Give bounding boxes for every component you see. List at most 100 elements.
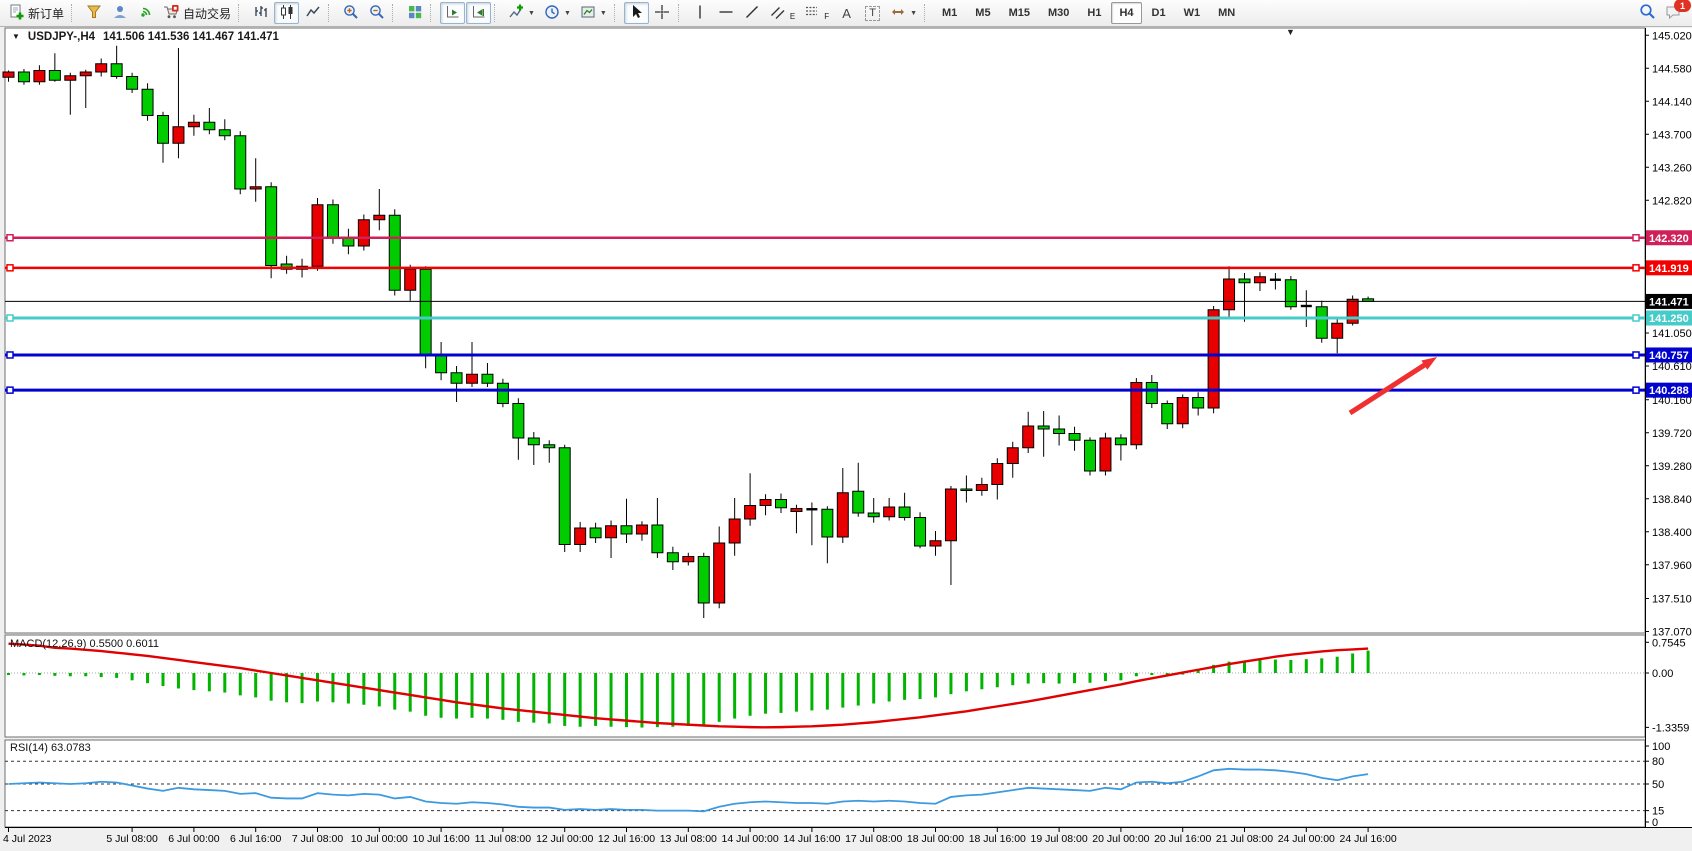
- text-label-button[interactable]: T: [860, 2, 885, 24]
- new-order-button[interactable]: 新订单: [4, 2, 68, 24]
- hline-handle[interactable]: [1632, 386, 1640, 394]
- community-button[interactable]: [107, 2, 132, 24]
- time-label: 18 Jul 00:00: [907, 833, 964, 845]
- annotation-arrow[interactable]: [1348, 360, 1430, 416]
- chart-title: ▼ USDJPY-,H4 141.506 141.536 141.467 141…: [12, 31, 279, 43]
- candle-up: [975, 484, 988, 491]
- candles-layer: [2, 45, 1375, 618]
- hline-handle[interactable]: [6, 264, 14, 272]
- templates-button[interactable]: ▼: [576, 2, 611, 24]
- line-chart-button[interactable]: [300, 2, 325, 24]
- candle-down: [1037, 425, 1050, 430]
- svg-text:15: 15: [1652, 806, 1664, 818]
- candle-down: [775, 499, 787, 509]
- candle-down: [1161, 403, 1174, 425]
- candle-up: [574, 527, 587, 545]
- main-pane: [4, 27, 1646, 634]
- svg-text:143.260: 143.260: [1652, 162, 1692, 174]
- hline-price-badge: [1646, 230, 1692, 246]
- timeframe-h1-button[interactable]: H1: [1087, 7, 1102, 19]
- svg-text:140.757: 140.757: [1649, 350, 1689, 362]
- notifications-button[interactable]: 1: [1661, 0, 1691, 24]
- time-axis[interactable]: 4 Jul 2023 5 Jul 08:00 6 Jul 00:00 6 Jul 16…: [3, 827, 1692, 845]
- svg-text:140.288: 140.288: [1649, 385, 1689, 397]
- search-button[interactable]: [1635, 2, 1660, 24]
- timeframe-mn-button[interactable]: MN: [1218, 7, 1236, 19]
- candle-up: [759, 499, 772, 506]
- dropdown-arrow-icon: ▼: [563, 9, 571, 17]
- candle-down: [481, 373, 494, 384]
- timeframe-h4-button[interactable]: H4: [1111, 2, 1142, 24]
- zoom-out-button[interactable]: [364, 2, 389, 24]
- toolbar-grip: [430, 4, 435, 22]
- trendline-button[interactable]: [740, 2, 765, 24]
- candle-up: [1006, 447, 1019, 464]
- time-label: 10 Jul 00:00: [351, 833, 408, 845]
- text-label-icon: T: [865, 5, 880, 21]
- macd-indicator-label: MACD(12,26,9) 0.5500 0.6011: [10, 638, 159, 650]
- autoscroll-button[interactable]: [440, 2, 466, 24]
- vertical-line-button[interactable]: [688, 2, 713, 24]
- horizontal-line-button[interactable]: [714, 2, 739, 24]
- text-tool-button[interactable]: A: [834, 2, 859, 24]
- hline-handle[interactable]: [6, 351, 14, 359]
- candle-down: [1315, 306, 1328, 339]
- candle-down: [496, 382, 509, 404]
- toolbar-grip: [677, 4, 683, 22]
- svg-text:141.471: 141.471: [1649, 296, 1689, 308]
- svg-text:50: 50: [1652, 779, 1664, 791]
- fibonacci-letter: F: [824, 11, 830, 21]
- hline-handle[interactable]: [1632, 314, 1640, 322]
- candle-up: [991, 463, 1004, 485]
- candle-down: [435, 355, 448, 374]
- market-button[interactable]: [81, 2, 106, 24]
- channel-button[interactable]: E: [766, 2, 799, 24]
- bar-chart-button[interactable]: [248, 2, 273, 24]
- timeframe-m5-button[interactable]: M5: [975, 7, 991, 19]
- chart-shift-marker-icon[interactable]: ▼: [1286, 27, 1295, 37]
- candle-up: [944, 488, 957, 542]
- tile-windows-button[interactable]: [402, 2, 427, 24]
- candle-down: [1284, 279, 1297, 308]
- signals-button[interactable]: [133, 2, 158, 24]
- hline-handle[interactable]: [1632, 264, 1640, 272]
- chart-shift-button[interactable]: [466, 2, 492, 24]
- candlestick-chart-button[interactable]: [274, 2, 300, 24]
- time-label: 20 Jul 16:00: [1154, 833, 1211, 845]
- periods-button[interactable]: ▼: [540, 2, 575, 24]
- candle-up: [1331, 322, 1344, 339]
- text-tool-icon: A: [842, 5, 851, 21]
- candle-down: [450, 372, 463, 384]
- macd-signal-line: [8, 642, 1369, 729]
- arrows-tool-button[interactable]: ▼: [886, 2, 921, 24]
- timeframe-m1-button[interactable]: M1: [942, 7, 958, 19]
- cursor-button[interactable]: [623, 2, 649, 24]
- notification-badge: 1: [1674, 0, 1691, 12]
- timeframe-m15-button[interactable]: M15: [1008, 7, 1030, 19]
- toolbar-grip: [613, 4, 619, 22]
- candle-up: [1346, 298, 1359, 324]
- indicators-button[interactable]: ▼: [504, 2, 539, 24]
- candle-down: [620, 525, 633, 535]
- window-menu-icon[interactable]: ▼: [12, 31, 20, 41]
- dropdown-arrow-icon: ▼: [599, 9, 607, 17]
- zoom-in-icon: [343, 4, 359, 23]
- timeframe-w1-button[interactable]: W1: [1183, 7, 1201, 19]
- svg-text:0.7545: 0.7545: [1652, 637, 1686, 649]
- zoom-in-button[interactable]: [338, 2, 363, 24]
- fibonacci-button[interactable]: F: [800, 2, 833, 24]
- hline-handle[interactable]: [1632, 351, 1640, 359]
- hline-handle[interactable]: [1632, 234, 1640, 242]
- autotrading-button[interactable]: 自动交易: [159, 2, 235, 24]
- hline-handle[interactable]: [6, 386, 14, 394]
- crosshair-button[interactable]: [650, 2, 675, 24]
- candle-up: [1022, 425, 1035, 449]
- chart-canvas[interactable]: 145.020 144.580 144.140 143.700 143.260 142.8…: [0, 27, 1692, 851]
- timeframe-m30-button[interactable]: M30: [1047, 7, 1070, 19]
- timeframe-d1-button[interactable]: D1: [1151, 7, 1166, 19]
- hline-price-badge: [1646, 260, 1692, 276]
- hline-handle[interactable]: [6, 314, 14, 322]
- bid-price-badge: [1646, 293, 1692, 309]
- hline-handle[interactable]: [6, 234, 14, 242]
